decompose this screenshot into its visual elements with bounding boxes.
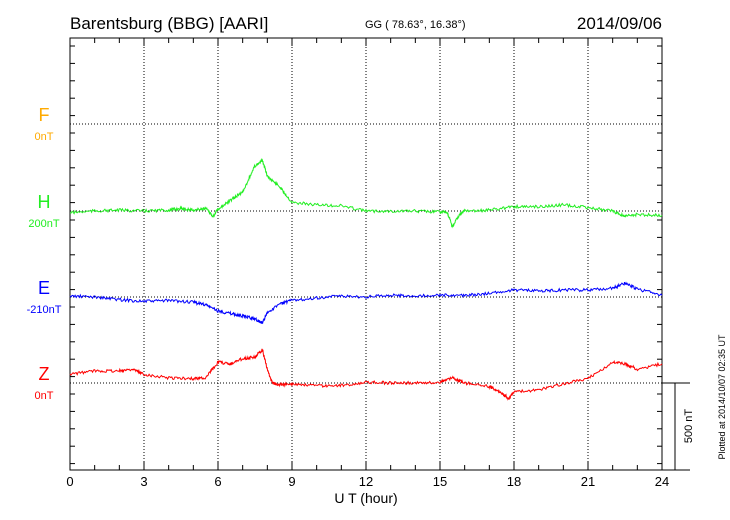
series-baseline-e: -210nT [27, 304, 62, 316]
plotted-at-footer: Plotted at 2014/10/07 02:35 UT [717, 334, 727, 460]
x-tick-label: 21 [581, 474, 595, 489]
series-baseline-h: 200nT [28, 218, 59, 230]
series-name-f: F [39, 105, 50, 125]
x-tick-label: 18 [507, 474, 521, 489]
chart-subtitle: GG ( 78.63°, 16.38°) [365, 19, 466, 31]
trace-h [69, 157, 663, 229]
x-tick-label: 12 [359, 474, 373, 489]
series-baseline-z: 0nT [35, 390, 54, 402]
x-tick-label: 6 [214, 474, 221, 489]
series-baseline-f: 0nT [35, 131, 54, 143]
series-name-z: Z [39, 364, 50, 384]
x-tick-label: 24 [655, 474, 669, 489]
x-tick-label: 15 [433, 474, 447, 489]
trace-e [69, 281, 663, 325]
x-tick-label: 3 [140, 474, 147, 489]
x-tick-label: 0 [66, 474, 73, 489]
series-name-h: H [38, 192, 51, 212]
chart-title: Barentsburg (BBG) [AARI] [70, 14, 268, 33]
scale-label: 500 nT [683, 409, 695, 444]
trace-z [69, 348, 663, 401]
x-tick-label: 9 [288, 474, 295, 489]
chart-date: 2014/09/06 [577, 14, 662, 33]
x-axis-label: U T (hour) [334, 490, 397, 506]
series-name-e: E [38, 278, 50, 298]
